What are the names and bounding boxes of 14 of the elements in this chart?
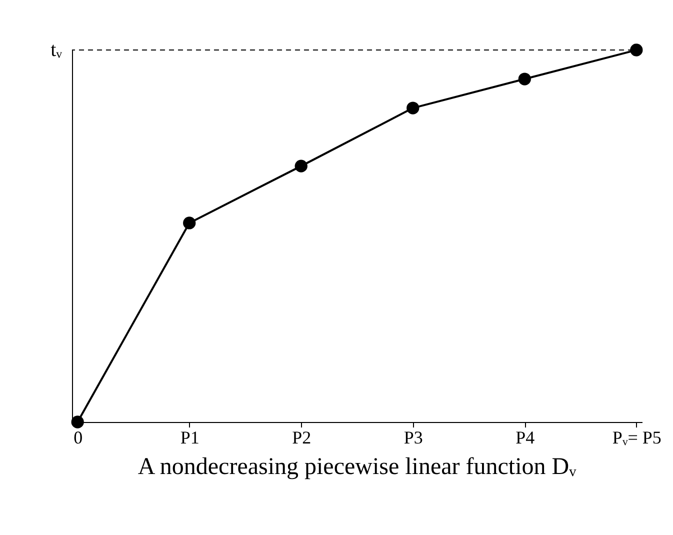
x-tick-label: 0 <box>74 428 83 448</box>
point <box>294 160 308 172</box>
point <box>71 416 84 428</box>
ref-line-label: tᵥ <box>50 39 62 61</box>
point <box>630 44 643 56</box>
x-tick-label: P4 <box>516 428 535 448</box>
point <box>518 72 531 86</box>
x-tick-label: P2 <box>292 428 312 448</box>
point <box>183 216 196 230</box>
point <box>406 102 420 114</box>
text: A nondecreasing piecewise linear function Dᵥ <box>138 454 578 480</box>
x-tick-label: P3 <box>404 428 423 448</box>
x-tick-label: P1 <box>180 428 200 448</box>
x-tick-label: Pᵥ= P5 <box>612 428 662 448</box>
